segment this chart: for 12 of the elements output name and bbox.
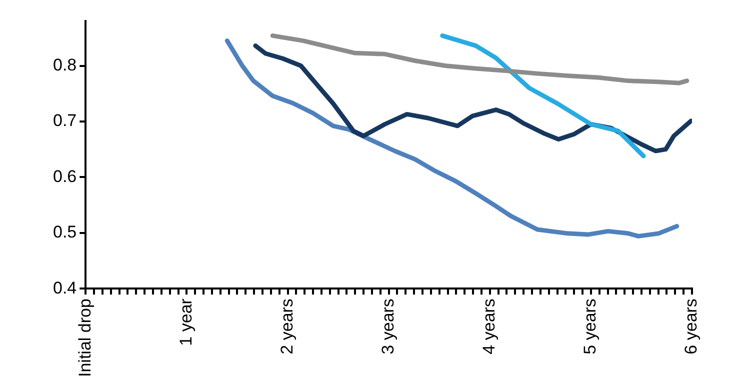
x-tick-label: 3 years xyxy=(378,298,398,354)
x-tick-label: 1 year xyxy=(176,298,196,346)
y-tick-label: 0.7 xyxy=(52,111,77,130)
x-tick-label: 4 years xyxy=(480,298,499,354)
x-tick-label: 5 years xyxy=(580,298,600,354)
y-tick-label: 0.4 xyxy=(52,278,77,298)
y-tick-label: 0.6 xyxy=(52,166,77,186)
y-tick-label: 0.5 xyxy=(52,222,77,242)
y-tick-label: 0.8 xyxy=(52,55,77,74)
x-tick-label: 2 years xyxy=(277,298,296,354)
x-tick-label: 6 years xyxy=(682,298,701,354)
x-tick-label: Initial drop xyxy=(75,298,94,378)
